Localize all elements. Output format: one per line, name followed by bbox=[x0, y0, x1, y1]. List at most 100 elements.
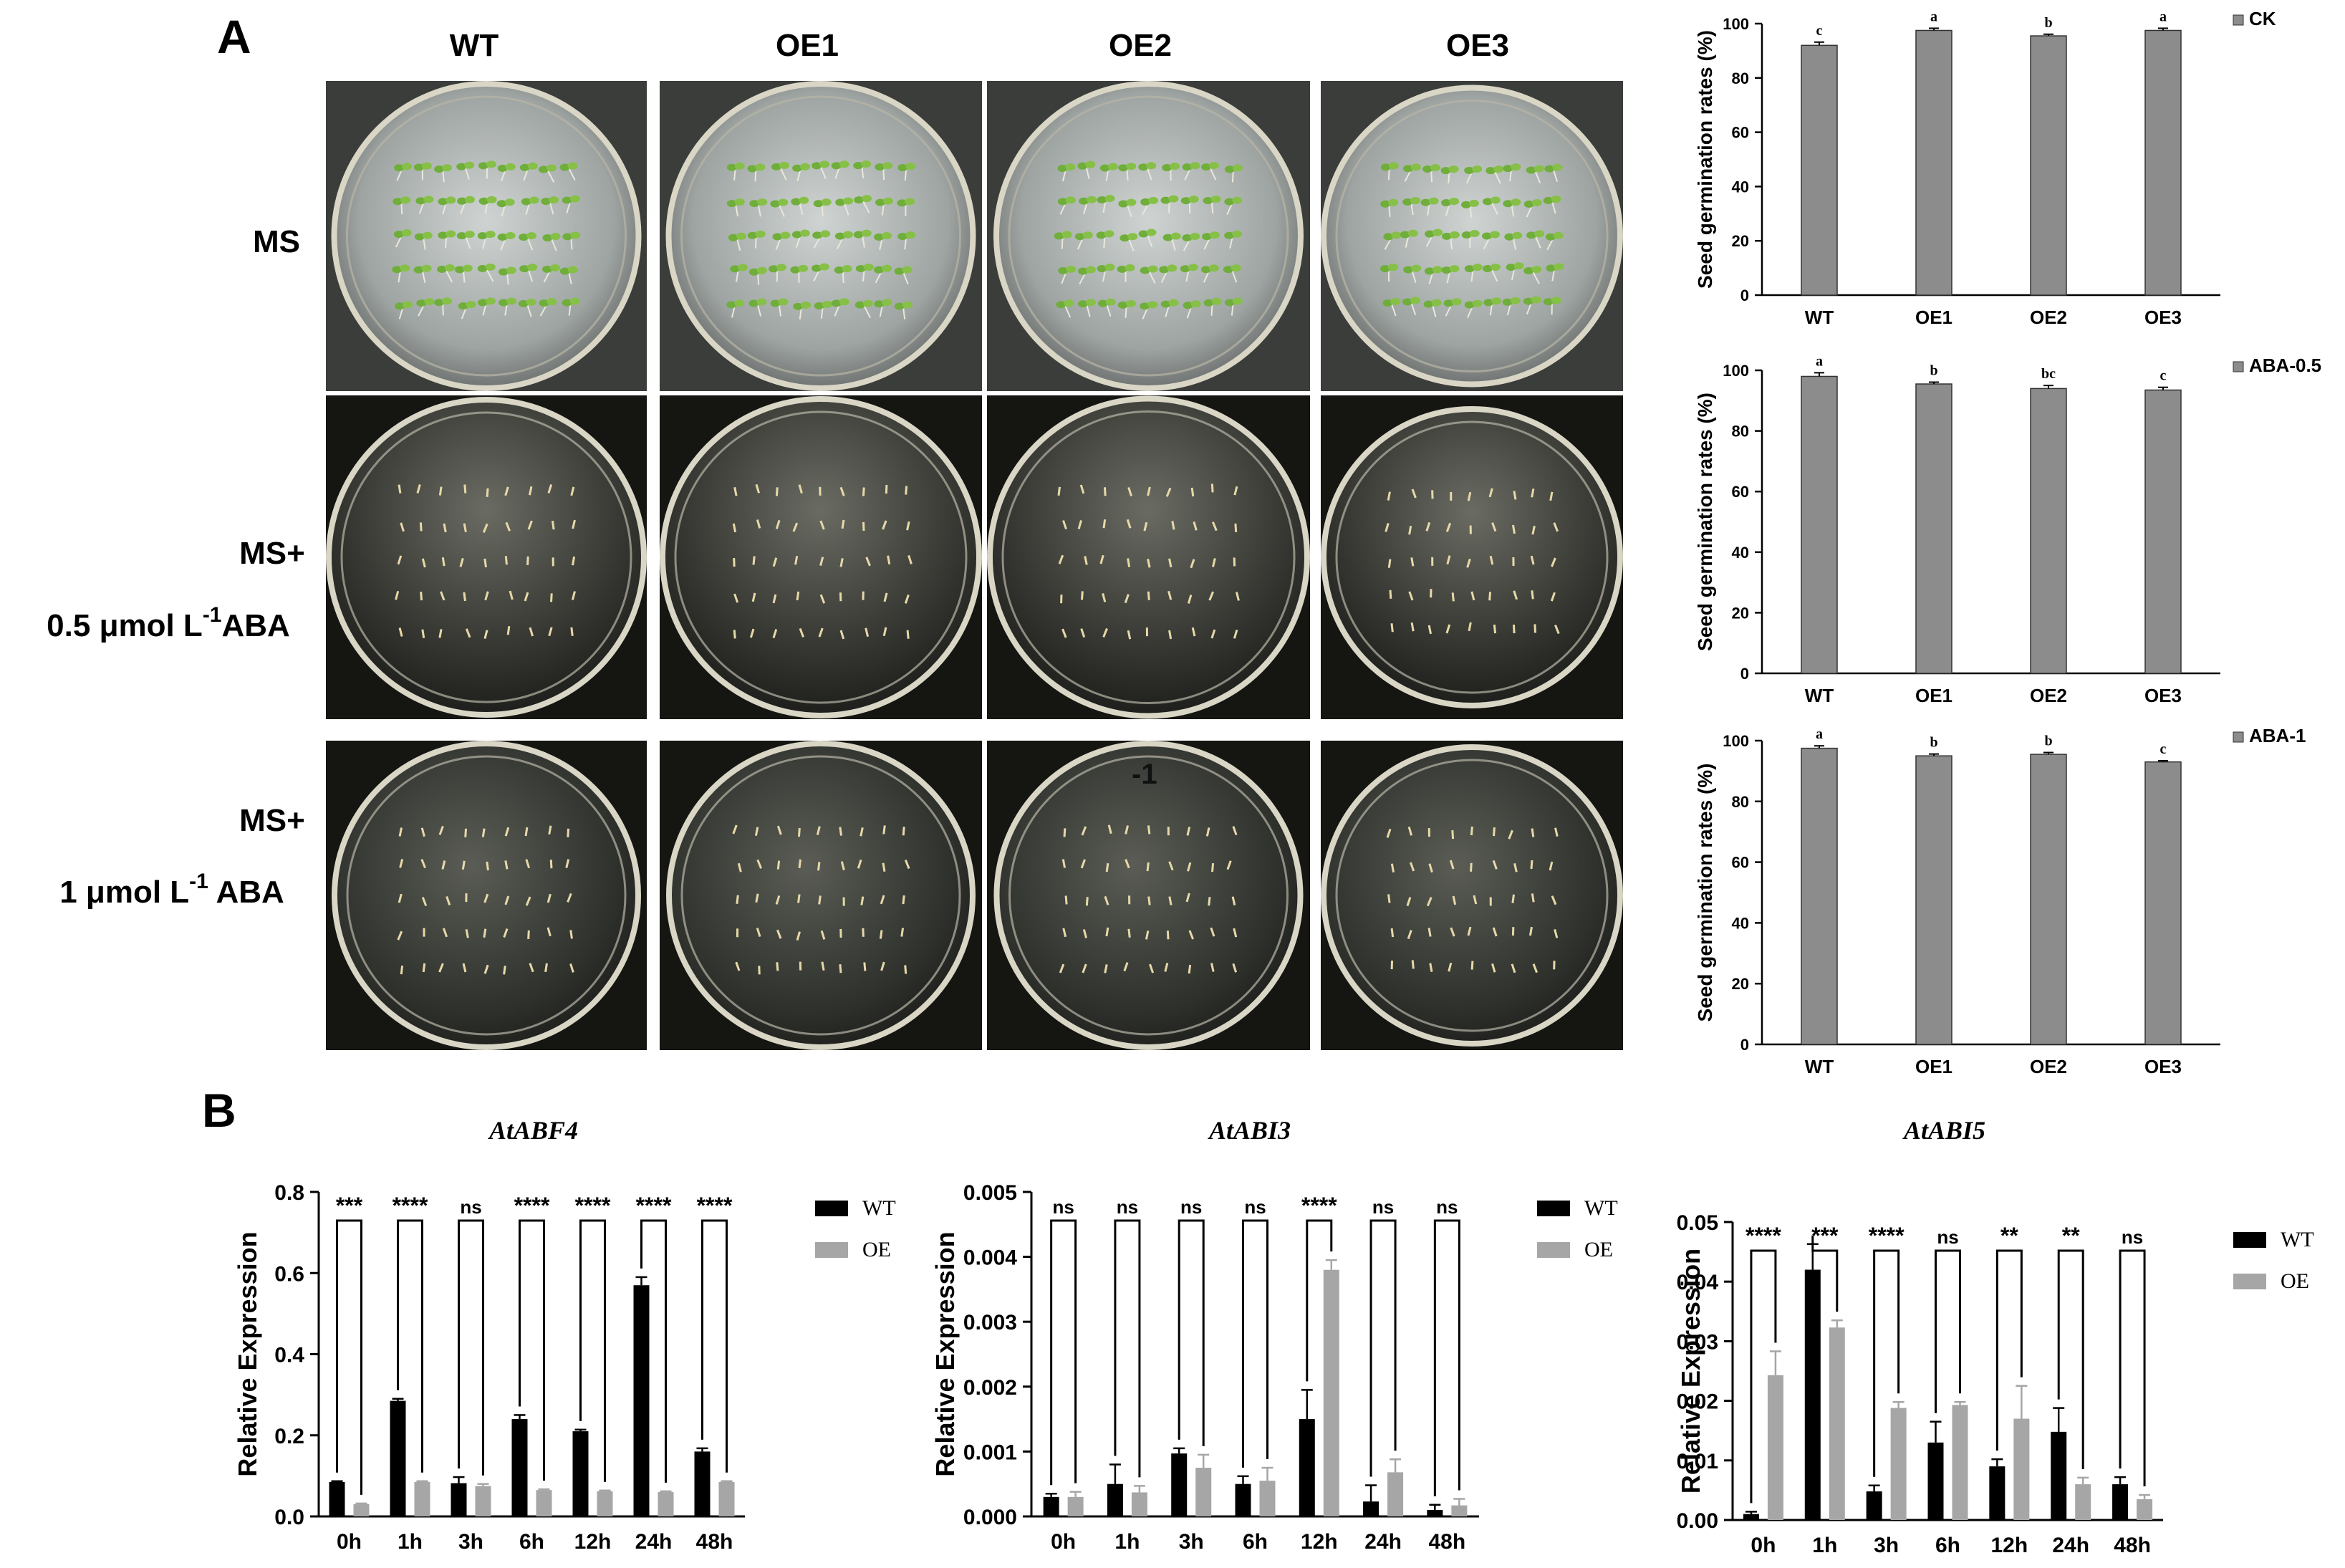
plate-aba05-oe3-seed bbox=[1493, 624, 1497, 634]
plate-ms-oe1-seedling bbox=[755, 163, 766, 171]
legend-swatch bbox=[2233, 731, 2244, 743]
plate-ms-wt-seedling bbox=[465, 196, 476, 203]
bar-oe bbox=[2013, 1418, 2030, 1520]
plate-aba1-wt-seed bbox=[546, 927, 552, 937]
plate-ms-wt-seedling bbox=[477, 264, 488, 272]
y-tick-label: 100 bbox=[1723, 15, 1749, 33]
significance-letter: b bbox=[1930, 735, 1937, 751]
y-tick-label: 40 bbox=[1732, 914, 1749, 932]
legend-swatch bbox=[815, 1242, 848, 1258]
y-tick-label: 0.2 bbox=[274, 1425, 304, 1448]
plate-aba05-oe1-seed bbox=[819, 557, 824, 567]
plate-aba05-wt-seed bbox=[547, 484, 553, 494]
plate-aba1-oe3-seed bbox=[1493, 827, 1496, 837]
plate-ms-oe2-seedling bbox=[1224, 198, 1235, 206]
plate-aba1-wt-seed bbox=[544, 963, 548, 973]
plate-ms-oe2-seedling bbox=[1167, 264, 1178, 272]
plate-ms-oe2-root bbox=[1209, 166, 1217, 181]
plate-aba1-oe2-dish-rim bbox=[1008, 755, 1289, 1036]
plate-ms-oe3-seedling bbox=[1503, 200, 1513, 208]
bar-wt bbox=[694, 1451, 711, 1516]
plate-ms-oe3-seedling bbox=[1472, 165, 1483, 173]
plate-aba1-wt-seed bbox=[567, 893, 572, 903]
plate-ms-oe1-seedling bbox=[734, 299, 745, 307]
plate-aba1-oe3-seed bbox=[1492, 927, 1498, 937]
plate-ms-oe2-seedling bbox=[1085, 299, 1096, 307]
plate-ms-oe3-seedling bbox=[1410, 196, 1421, 204]
plate-aba1-oe3-seed bbox=[1508, 829, 1513, 840]
plate-ms-oe2-seedling bbox=[1126, 163, 1137, 170]
plate-ms-oe2-seedling bbox=[1126, 198, 1137, 206]
plate-ms-oe3-dish-rim bbox=[1335, 100, 1609, 372]
plate-aba1-oe3-seed bbox=[1411, 960, 1415, 969]
bar-wt bbox=[572, 1431, 589, 1516]
plate-aba05-wt-seed bbox=[441, 557, 446, 567]
y-tick-label: 0.000 bbox=[963, 1506, 1017, 1529]
plate-ms-wt-seedling bbox=[462, 264, 473, 272]
plate-ms-wt-seedling bbox=[519, 265, 530, 273]
bar-wt bbox=[1927, 1442, 1944, 1520]
plate-ms-oe3-seedling bbox=[1432, 266, 1443, 274]
plate-aba05-wt-seed bbox=[465, 628, 471, 638]
plate-aba05-oe1-seed bbox=[772, 594, 777, 604]
x-tick-label: 6h bbox=[519, 1530, 544, 1554]
plate-aba05-wt-seed bbox=[443, 523, 447, 533]
plate-ms-oe3-seedling bbox=[1443, 299, 1454, 307]
bar-charts: 0 20 40 60 80 100 Seed germination rates (%) c W… bbox=[233, 8, 2321, 1557]
plate-ms-oe2-seedling bbox=[1162, 234, 1173, 241]
bar-oe bbox=[536, 1490, 552, 1516]
plate-aba05-oe2-seed bbox=[1079, 484, 1085, 494]
plate-ms-oe3-seedling bbox=[1400, 231, 1410, 239]
plate-aba05-wt-dish bbox=[326, 397, 647, 718]
plate-ms-wt-root bbox=[464, 166, 470, 180]
plate-ms-wt-root bbox=[550, 237, 557, 251]
plate-aba1-wt-seed bbox=[503, 928, 509, 938]
plate-aba1-oe2-seed bbox=[1185, 893, 1190, 903]
plate-aba1-oe2-seed bbox=[1168, 896, 1172, 905]
plate-ms-oe2-seedling bbox=[1170, 232, 1181, 240]
bar bbox=[2144, 761, 2182, 1045]
x-tick-label: OE3 bbox=[2144, 307, 2182, 328]
plate-aba05-wt-seed bbox=[551, 520, 555, 530]
plate-aba05-oe1-seed bbox=[796, 591, 800, 601]
significance-bracket bbox=[519, 1219, 545, 1481]
plate-aba05-oe2-seed bbox=[1127, 486, 1132, 496]
plate-ms-oe1-root bbox=[779, 166, 787, 181]
plate-ms-oe1-seedling bbox=[854, 301, 865, 309]
plate-aba05-oe3-seed bbox=[1531, 525, 1536, 535]
plate-aba05-oe2-seed bbox=[1102, 627, 1108, 638]
plate-aba1-wt-seed bbox=[420, 858, 426, 869]
plate-ms-oe2-seedling bbox=[1160, 196, 1171, 204]
y-tick-label: 0.0 bbox=[274, 1506, 304, 1529]
plate-ms-oe3-seedling bbox=[1472, 264, 1483, 271]
plate-aba1-oe1-seed bbox=[756, 859, 763, 869]
y-axis-label: Seed germination rates (%) bbox=[1694, 393, 1716, 651]
plate-ms-oe3-seedling bbox=[1513, 262, 1524, 270]
plate-aba1-oe3-seed bbox=[1467, 926, 1472, 936]
plate-ms-oe3-seedling bbox=[1448, 165, 1459, 173]
plate-ms-wt-seedling bbox=[464, 161, 475, 169]
x-tick-label: OE2 bbox=[2030, 685, 2067, 706]
plate-aba05-oe2-seed bbox=[1127, 558, 1131, 567]
plate-aba05-oe2-seed bbox=[1208, 591, 1215, 601]
plate-ms-wt-seedling bbox=[498, 268, 509, 276]
plate-ms-oe1-seedling bbox=[855, 264, 866, 272]
plate-aba05-oe1-seed bbox=[749, 628, 755, 638]
plate-aba05-oe3-seed bbox=[1468, 622, 1472, 632]
plate-ms-oe3-seedling bbox=[1380, 200, 1391, 208]
significance-marker: **** bbox=[393, 1193, 428, 1218]
plate-aba05-wt bbox=[326, 395, 647, 719]
plate-aba1-wt-seed bbox=[483, 893, 489, 903]
plate-ms-oe3-seedling bbox=[1441, 232, 1452, 240]
plate-ms-wt-seedling bbox=[434, 299, 445, 307]
column-header-oe2: OE2 bbox=[1109, 28, 1172, 63]
chart-title: AtABF4 bbox=[488, 1116, 578, 1145]
plate-ms-wt-seedling bbox=[506, 266, 516, 274]
plate-aba05-oe1-seed bbox=[756, 519, 761, 529]
plate-ms-wt-root bbox=[549, 201, 554, 215]
bar-wt bbox=[2112, 1484, 2129, 1520]
significance-marker: *** bbox=[1811, 1223, 1839, 1249]
plate-ms-oe2-seedling bbox=[1140, 302, 1150, 310]
significance-marker: ns bbox=[460, 1196, 481, 1218]
plate-ms-oe3-root bbox=[1431, 304, 1437, 317]
